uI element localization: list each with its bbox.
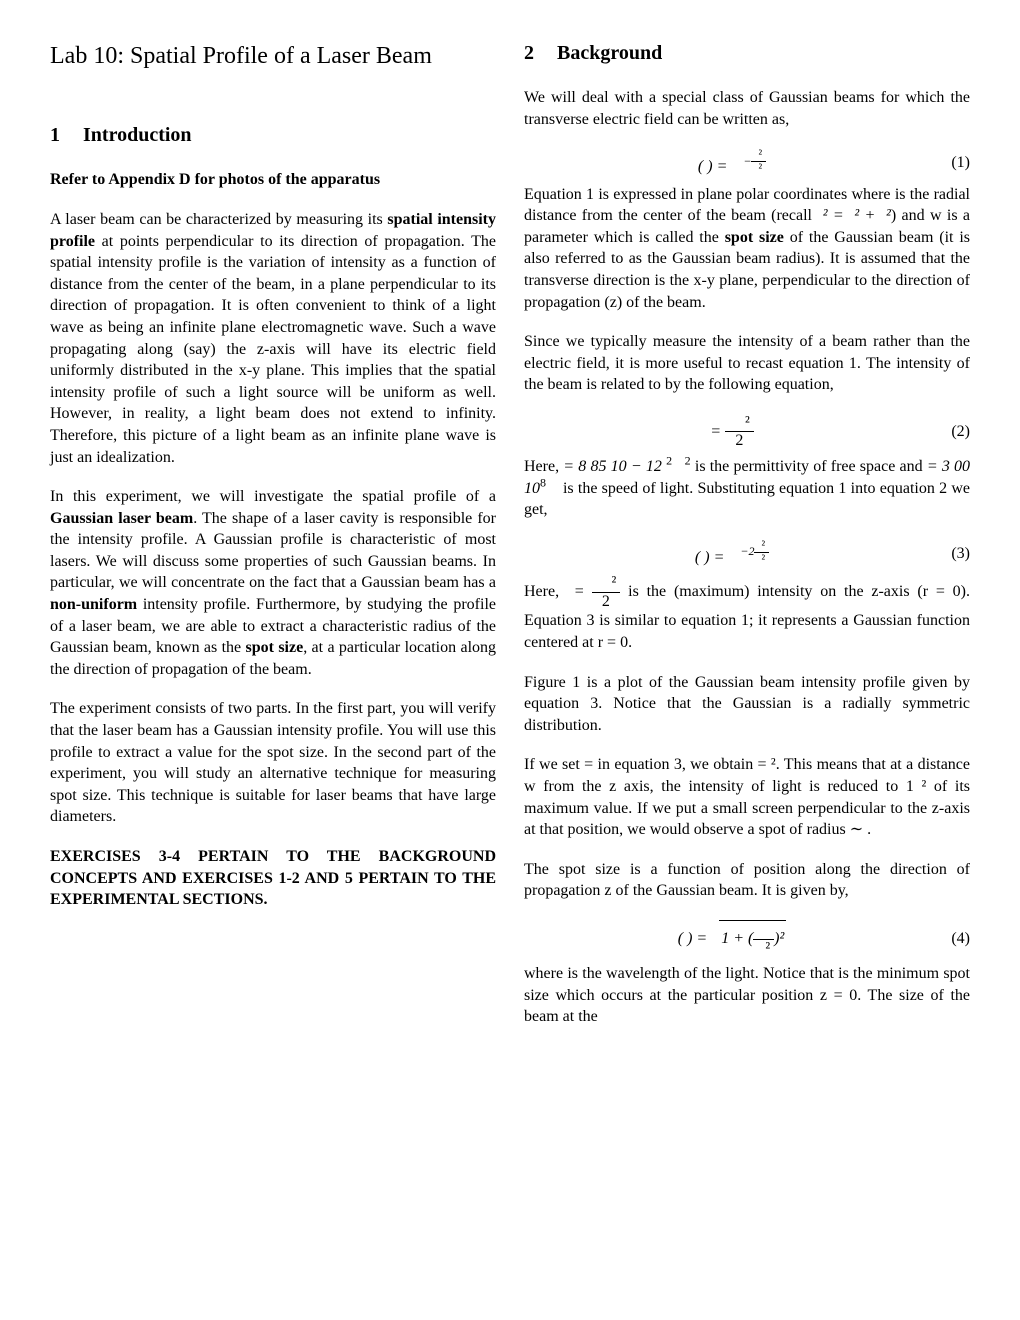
appendix-note: Refer to Appendix D for photos of the ap… (50, 169, 496, 191)
spot-size-bold-2: spot size (725, 229, 784, 246)
text: is the speed of light. Substituting equa… (524, 480, 970, 519)
text: Equation 1 is expressed in plane polar c… (524, 186, 895, 203)
equation-4: ( ) = 1 + ( ²)² (4) (524, 920, 970, 957)
section-2-title: Background (557, 42, 662, 64)
intro-para-1: A laser beam can be characterized by mea… (50, 209, 496, 468)
intro-para-2: In this experiment, we will investigate … (50, 486, 496, 680)
exercises-note: EXERCISES 3-4 PERTAIN TO THE BACKGROUND … (50, 846, 496, 911)
text: In this experiment, we will investigate … (50, 488, 496, 505)
equation-2: = ²2 (2) (524, 414, 970, 450)
text: A laser beam can be characterized by mea… (50, 211, 387, 228)
intro-para-3: The experiment consists of two parts. In… (50, 698, 496, 828)
text: Here, (524, 583, 567, 600)
equation-3-number: (3) (940, 543, 970, 565)
i0-frac: ²2 (592, 574, 621, 610)
bg-para-8: The spot size is a function of position … (524, 859, 970, 902)
r-squared-math: ² = ² + ² (817, 207, 890, 224)
section-1-number: 1 (50, 122, 78, 149)
section-1-title: Introduction (83, 124, 192, 146)
equation-2-number: (2) (940, 421, 970, 443)
equation-1-body: ( ) = − ² ² (524, 148, 940, 177)
c-exp: 8 (540, 475, 546, 489)
section-2-number: 2 (524, 40, 552, 67)
bg-para-6: Figure 1 is a plot of the Gaussian beam … (524, 672, 970, 737)
bg-para-3: Since we typically measure the intensity… (524, 331, 970, 396)
equation-1-number: (1) (940, 152, 970, 174)
equation-3-body: ( ) = −2 ² ² (524, 539, 940, 568)
section-2-heading: 2 Background (524, 40, 970, 67)
eps-value: = 8 85 10 − 12 (563, 458, 666, 475)
equation-3: ( ) = −2 ² ² (3) (524, 539, 970, 568)
equation-2-body: = ²2 (524, 414, 940, 450)
section-1-heading: 1 Introduction (50, 122, 496, 149)
bg-para-9: where is the wavelength of the light. No… (524, 963, 970, 1028)
non-uniform-bold: non-uniform (50, 596, 137, 613)
bg-para-2: Equation 1 is expressed in plane polar c… (524, 184, 970, 314)
equation-1: ( ) = − ² ² (1) (524, 148, 970, 177)
eps-exp: 2 (666, 454, 672, 468)
bg-para-4: Here, = 8 85 10 − 12 2 2 is the permitti… (524, 456, 970, 521)
lab-title: Lab 10: Spatial Profile of a Laser Beam (50, 40, 496, 72)
equation-4-number: (4) (940, 928, 970, 950)
spot-size-bold: spot size (246, 639, 304, 656)
text: Here, (524, 458, 563, 475)
bg-para-1: We will deal with a special class of Gau… (524, 87, 970, 130)
text: at points perpendicular to its direction… (50, 233, 496, 466)
gaussian-bold: Gaussian laser beam (50, 510, 193, 527)
bg-para-5: Here, = ²2 is the (maximum) intensity on… (524, 574, 970, 653)
equation-4-body: ( ) = 1 + ( ²)² (524, 920, 940, 957)
text: is the permittivity of free space and (691, 458, 927, 475)
bg-para-7: If we set = in equation 3, we obtain = ²… (524, 754, 970, 840)
